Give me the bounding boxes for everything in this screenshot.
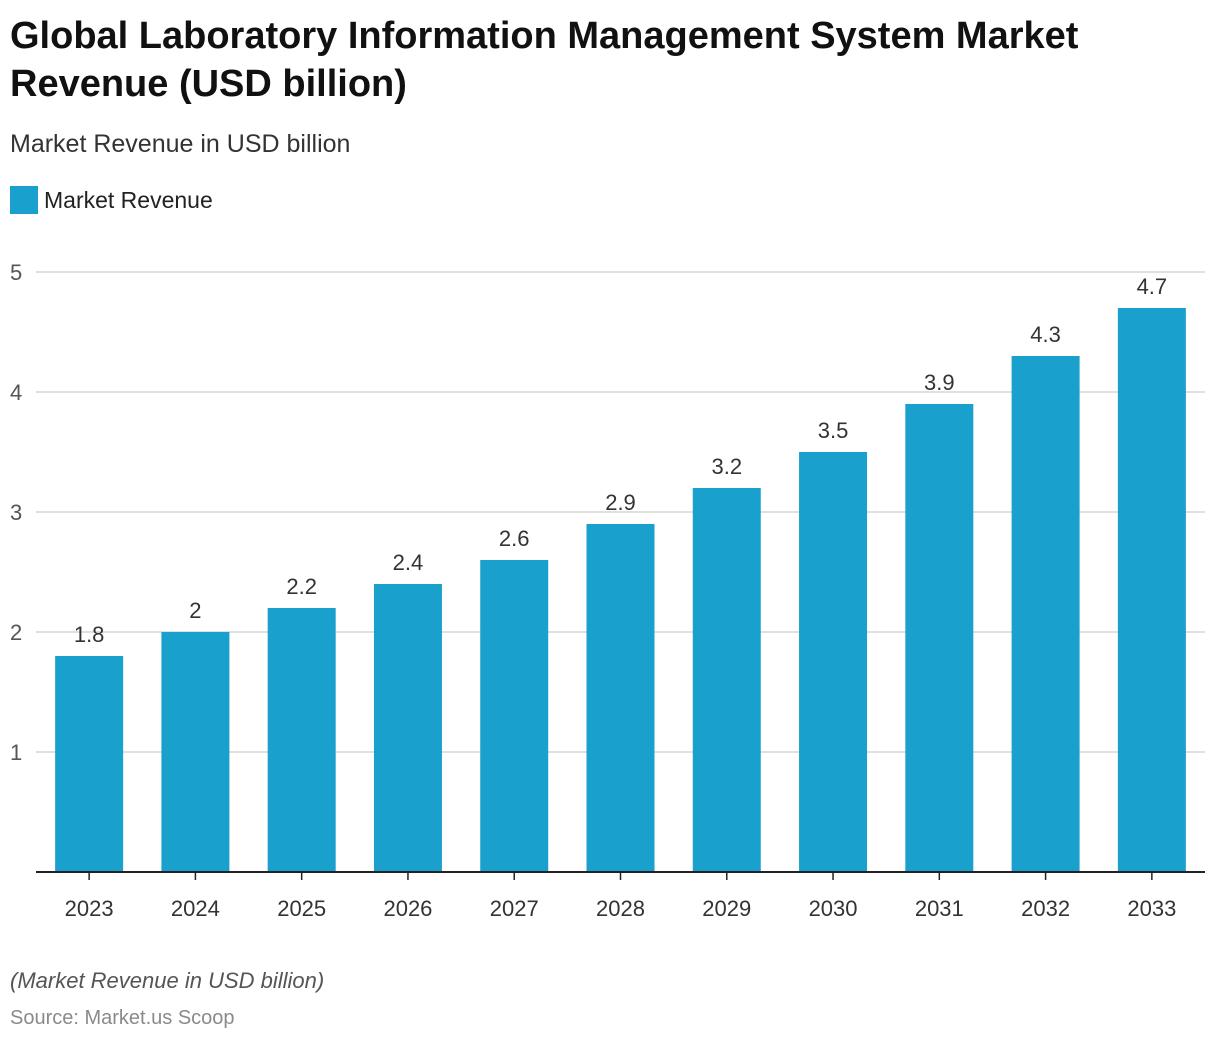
data-label: 2.2: [286, 574, 317, 599]
bar: [480, 560, 549, 872]
data-label: 4.3: [1030, 322, 1061, 347]
bar: [161, 632, 230, 872]
legend-swatch: [10, 186, 38, 214]
y-tick-label: 3: [10, 500, 22, 525]
y-tick-label: 5: [10, 260, 22, 285]
bar: [373, 584, 442, 872]
bar: [55, 656, 124, 872]
bar: [799, 452, 868, 872]
source-note: Source: Market.us Scoop: [10, 1007, 235, 1029]
x-tick-label: 2031: [915, 896, 964, 921]
legend: Market Revenue: [10, 186, 213, 214]
x-tick-label: 2032: [1021, 896, 1070, 921]
x-tick-label: 2023: [65, 896, 114, 921]
data-label: 3.9: [924, 370, 955, 395]
legend-label: Market Revenue: [44, 186, 213, 213]
bar: [905, 404, 974, 872]
x-tick-label: 2033: [1127, 896, 1176, 921]
x-tick-label: 2026: [383, 896, 432, 921]
data-label: 1.8: [74, 622, 105, 647]
data-label: 2: [189, 598, 201, 623]
x-tick-label: 2030: [809, 896, 858, 921]
chart-subtitle: Market Revenue in USD billion: [10, 130, 351, 158]
x-tick-label: 2025: [277, 896, 326, 921]
data-label: 3.5: [818, 418, 849, 443]
bar: [267, 608, 336, 872]
bar: [1117, 308, 1186, 872]
data-label: 2.6: [499, 526, 530, 551]
x-tick-label: 2029: [702, 896, 751, 921]
y-tick-label: 4: [10, 380, 22, 405]
x-tick-label: 2024: [171, 896, 220, 921]
x-tick-label: 2028: [596, 896, 645, 921]
bar: [692, 488, 761, 872]
x-tick-label: 2027: [490, 896, 539, 921]
bar: [586, 524, 655, 872]
data-label: 4.7: [1137, 274, 1168, 299]
y-tick-label: 1: [10, 740, 22, 765]
y-tick-label: 2: [10, 620, 22, 645]
bar-chart: 1 2 3 4 5 1.8 2023 2 2024 2.2 2025 2.4 2026 2.6 2027 2.…: [10, 260, 1205, 921]
bar: [1011, 356, 1080, 872]
footnote: (Market Revenue in USD billion): [10, 968, 325, 993]
chart-title: Global Laboratory Information Management…: [10, 15, 1079, 105]
data-label: 3.2: [711, 454, 742, 479]
data-label: 2.4: [393, 550, 424, 575]
data-label: 2.9: [605, 490, 636, 515]
